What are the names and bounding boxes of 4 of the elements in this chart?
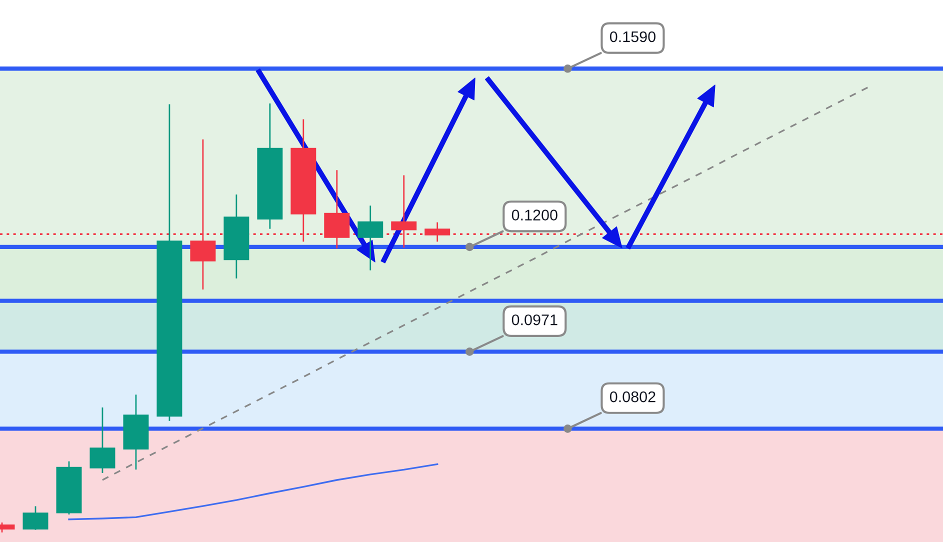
annotation: 0.0802 <box>610 391 656 402</box>
annotation: 0.1200 <box>512 210 558 220</box>
annotation: 0.0971 <box>512 314 558 326</box>
annotation: 0.1590 <box>610 31 656 42</box>
